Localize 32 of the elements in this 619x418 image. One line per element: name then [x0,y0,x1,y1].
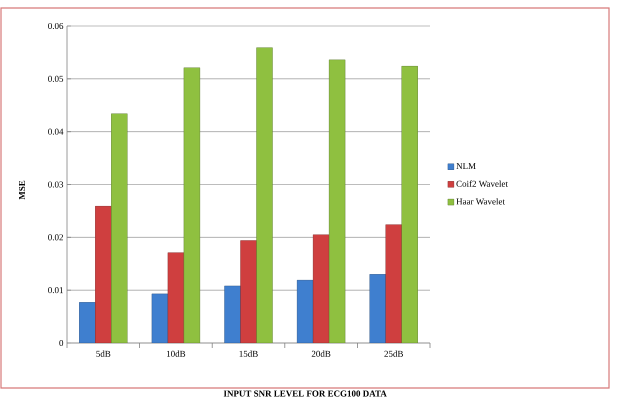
y-tick-label: 0.05 [48,76,64,82]
bar [168,252,184,343]
legend-label: Haar Wavelet [456,198,505,205]
legend-label: NLM [456,163,476,169]
y-tick-label: 0.02 [48,234,63,240]
bar [296,280,314,343]
bar [224,286,241,343]
bar [402,66,418,343]
bar [370,274,386,343]
bar [328,60,346,343]
x-tick-label: 15dB [240,350,258,357]
y-tick-label: 0.06 [48,22,64,30]
x-tick-label: 20dB [312,350,330,357]
bar [152,294,168,343]
y-tick-label: 0 [59,340,64,346]
y-tick-label: 0.03 [48,181,64,188]
bar [79,302,96,343]
y-tick-label: 0.01 [48,287,63,294]
legend-label: Coif2 Wavelet [456,180,508,187]
x-tick-label: 5dB [96,350,110,357]
bar [386,224,402,343]
x-tick-label: 10dB [166,350,186,357]
bar [312,234,330,343]
bar [184,68,200,343]
y-axis-title: MSE [18,180,26,200]
x-axis-title: INPUT SNR LEVEL FOR ECG100 DATA [224,390,387,397]
x-tick-label: 25dB [384,350,403,357]
bar [95,206,112,343]
bar [240,240,257,343]
bar [256,47,273,343]
y-tick-label: 0.04 [48,128,64,135]
bar [111,114,128,343]
